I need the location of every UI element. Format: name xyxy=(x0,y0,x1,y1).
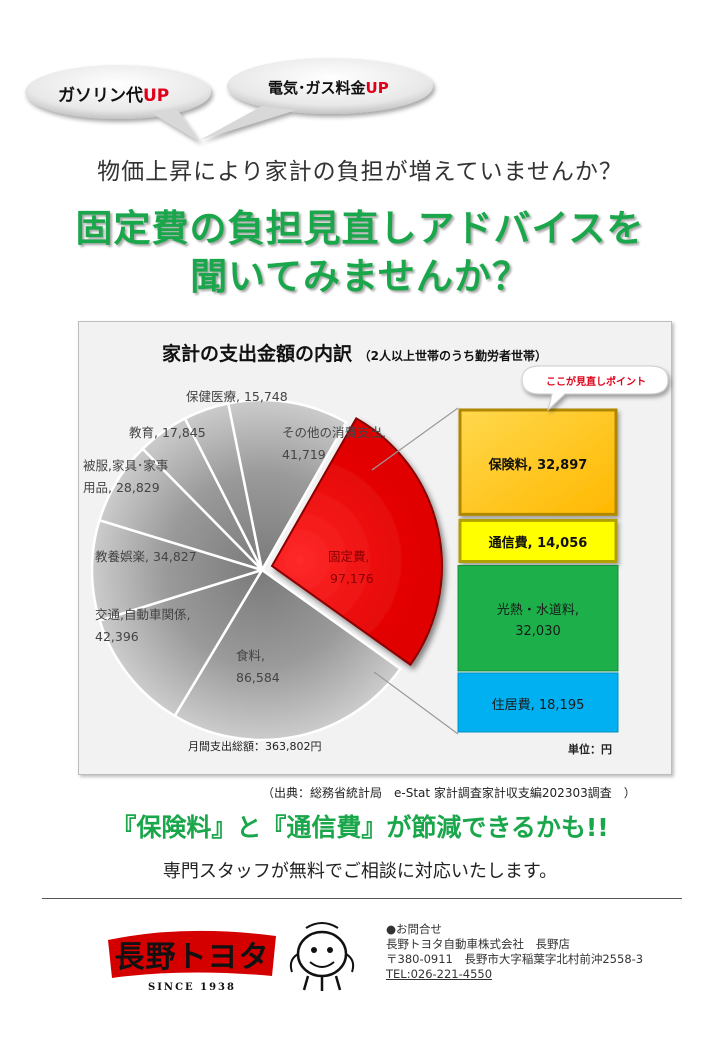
contact-company: 長野トヨタ自動車株式会社 長野店 xyxy=(386,937,570,951)
contact-info: ●お問合せ 長野トヨタ自動車株式会社 長野店 〒380-0911 長野市大字稲葉… xyxy=(386,922,643,982)
pie-label-line1: 教養娯楽, 34,827 xyxy=(95,549,197,564)
pie-label-line2: 用品, 28,829 xyxy=(83,480,160,495)
staff-message: 専門スタッフが無料でご相談に対応いたします。 xyxy=(162,861,558,882)
bar-label-line1: 住居費, 18,195 xyxy=(491,697,585,713)
logo-since: SINCE 1938 xyxy=(148,982,236,993)
pie-label-line2: 97,176 xyxy=(330,571,374,586)
bubble-utility-text: 電気･ガス料金 xyxy=(268,79,366,97)
bar-segment-0 xyxy=(458,408,618,516)
saving-message: 『保険料』と『通信費』が節減できるかも!! xyxy=(111,813,609,842)
bar-label-line2: 32,030 xyxy=(515,624,561,640)
logo-text: 長野トヨタ xyxy=(115,940,270,975)
pie-label-line2: 41,719 xyxy=(282,447,326,462)
pie-label-line1: 交通,自動車関係, xyxy=(95,607,191,622)
contact-address: 〒380-0911 長野市大字稲葉字北村前沖2558-3 xyxy=(386,952,644,966)
pie-label-1: 食料, 86,584 xyxy=(236,645,280,689)
connector-line-0 xyxy=(371,407,459,471)
bar-segment-3 xyxy=(457,672,619,733)
pie-label-line1: 教育, 17,845 xyxy=(129,425,206,440)
bar-label-line1: 保険料, 32,897 xyxy=(488,457,588,473)
mascot-icon xyxy=(289,922,355,991)
pie-label-line1: その他の消費支出, xyxy=(282,425,386,440)
pie-slice-0 xyxy=(270,416,443,667)
bar-segment-1 xyxy=(458,518,618,564)
callout-text: ここが見直しポイント xyxy=(546,377,646,388)
total-expense: 月間支出総額：363,802円 xyxy=(188,740,322,753)
speech-bubbles xyxy=(25,58,433,142)
pie-label-line1: 固定費, xyxy=(328,549,370,564)
bubble-utility-up: UP xyxy=(365,79,389,97)
bar-label-0: 保険料, 32,897 xyxy=(458,408,618,518)
pie-label-6: 保健医療, 15,748 xyxy=(186,386,288,408)
pie-label-4: 被服,家具･家事 用品, 28,829 xyxy=(83,455,168,499)
pie-slice-1 xyxy=(173,568,403,742)
bar-label-line1: 通信費, 14,056 xyxy=(488,536,588,552)
divider xyxy=(42,898,682,899)
callout-bubble xyxy=(521,365,669,412)
source-note: （出典：総務省統計局 e-Stat 家計調査家計収支編202303調査 ） xyxy=(262,786,636,800)
connector-lines xyxy=(371,407,459,735)
pie-label-5: 教育, 17,845 xyxy=(129,422,206,444)
expense-chart xyxy=(90,365,669,742)
pie-slice-2 xyxy=(98,567,265,718)
pie-label-line1: 被服,家具･家事 xyxy=(83,458,169,473)
chart-title: 家計の支出金額の内訳 （2人以上世帯のうち勤労者世帯） xyxy=(162,339,547,366)
bubble-gasoline-text: ガソリン代 xyxy=(58,86,143,106)
pie-label-7: その他の消費支出, 41,719 xyxy=(282,422,386,466)
headline-line2: 聞いてみませんか？ xyxy=(190,255,530,298)
pie-slice-3 xyxy=(90,518,267,623)
bar-label-2: 光熱・水道料, 32,030 xyxy=(458,566,618,673)
bar-segment-2 xyxy=(457,565,619,672)
bubble-gasoline: ガソリン代UP xyxy=(58,81,169,106)
chart-title-note: （2人以上世帯のうち勤労者世帯） xyxy=(358,349,547,363)
pie-label-3: 教養娯楽, 34,827 xyxy=(95,546,197,568)
contact-tel[interactable]: TEL:026-221-4550 xyxy=(386,967,493,981)
pie-label-0: 固定費, 97,176 xyxy=(328,546,374,590)
pie-label-line1: 保健医療, 15,748 xyxy=(186,389,288,404)
pie-label-line2: 86,584 xyxy=(236,670,280,685)
headline-line1: 固定費の負担見直しアドバイスを xyxy=(75,207,645,250)
pie-slice-7 xyxy=(226,398,348,574)
unit-label: 単位：円 xyxy=(568,743,612,756)
pie-label-line1: 食料, xyxy=(236,648,265,663)
bubble-utility: 電気･ガス料金UP xyxy=(268,77,389,98)
subtitle: 物価上昇により家計の負担が増えていませんか？ xyxy=(97,159,623,185)
pie-label-2: 交通,自動車関係, 42,396 xyxy=(95,604,190,648)
bar-label-line1: 光熱・水道料, xyxy=(496,603,580,619)
pie-label-line2: 42,396 xyxy=(95,629,139,644)
chart-title-text: 家計の支出金額の内訳 xyxy=(162,343,353,365)
bar-label-3: 住居費, 18,195 xyxy=(458,673,618,734)
toyota-logo: 長野トヨタ SINCE 1938 xyxy=(108,930,276,993)
connector-line-1 xyxy=(373,671,459,735)
bubble-gasoline-up: UP xyxy=(143,86,170,106)
contact-heading: ●お問合せ xyxy=(386,922,443,936)
bar-label-1: 通信費, 14,056 xyxy=(458,518,618,565)
